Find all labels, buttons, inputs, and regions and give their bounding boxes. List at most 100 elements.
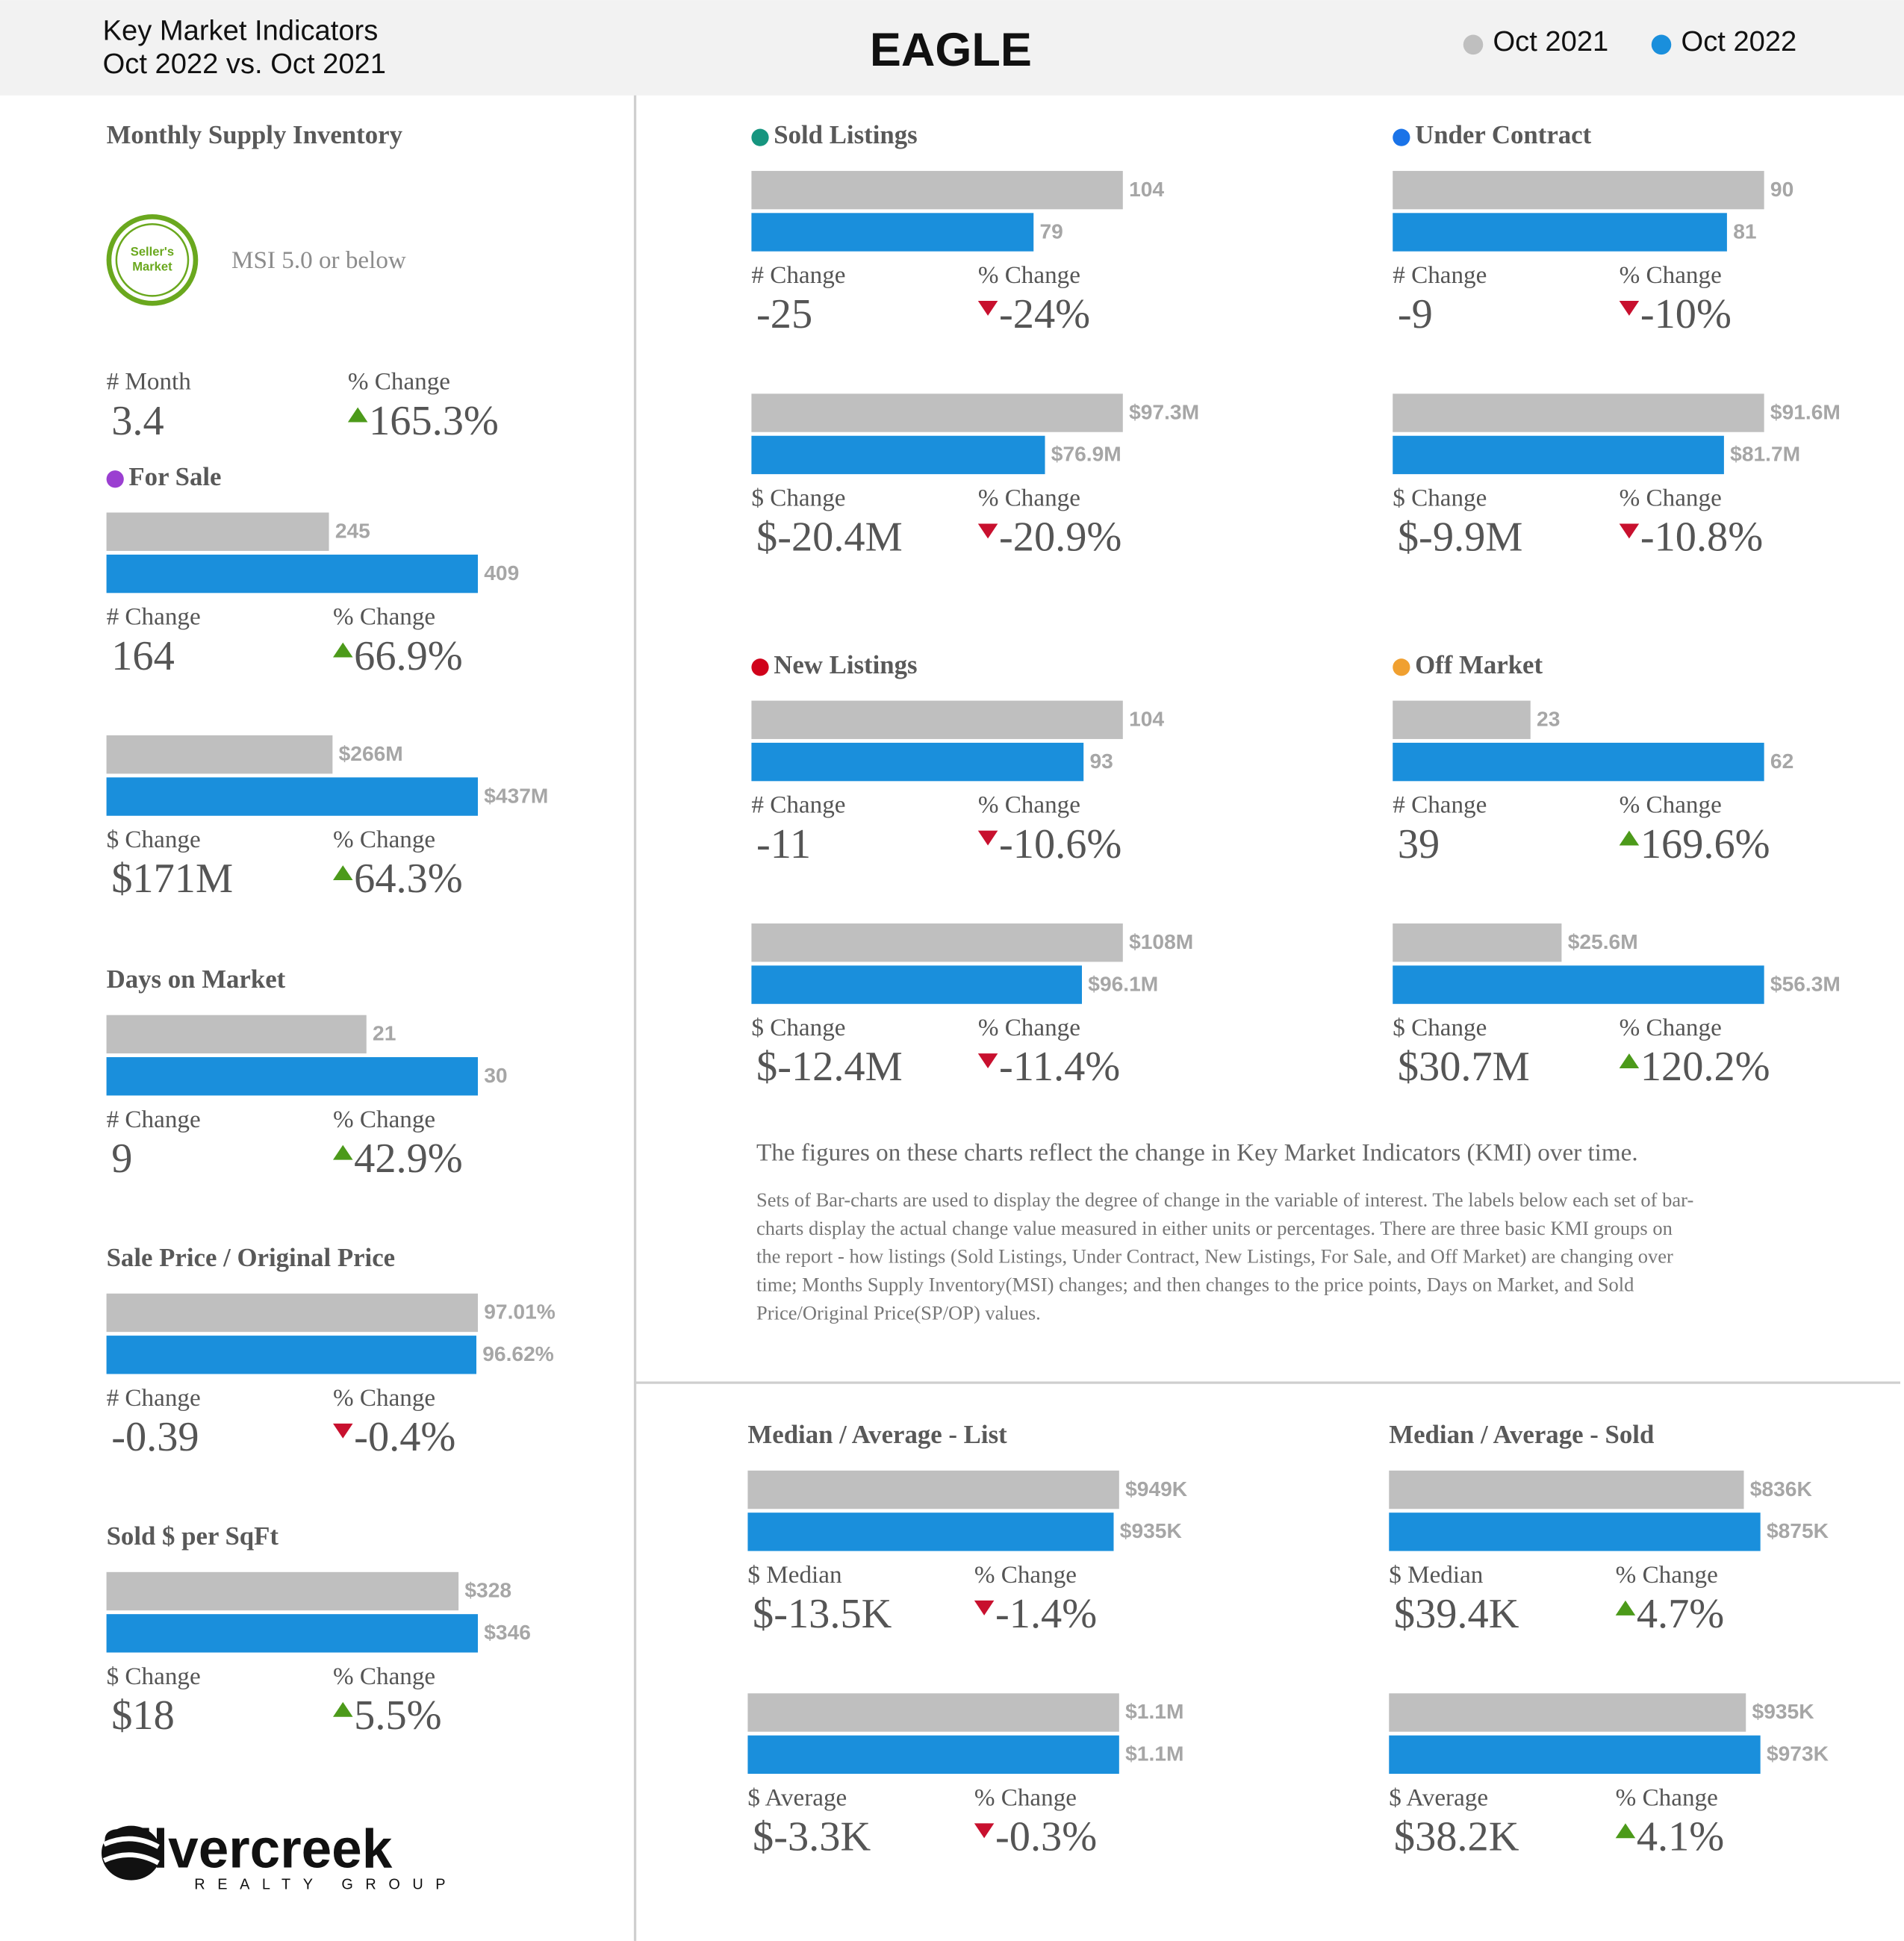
stat-value: -20.9% — [999, 514, 1121, 561]
change-arrow — [1619, 1053, 1640, 1068]
bar-label: $328 — [464, 1578, 511, 1602]
stat-value: 42.9% — [354, 1135, 463, 1182]
panel-dot — [751, 128, 769, 146]
stat-label: $ Change — [1393, 1014, 1487, 1041]
legend-dot — [1463, 34, 1484, 55]
bar-label: $935K — [1120, 1518, 1183, 1542]
msi-note: MSI 5.0 or below — [231, 246, 406, 274]
bar — [1393, 742, 1764, 782]
stat-label: $ Median — [747, 1561, 842, 1589]
header-bg — [0, 0, 1904, 96]
stat-value: 164 — [111, 633, 175, 679]
stat-label: % Change — [1616, 1561, 1718, 1589]
panel-dot — [1393, 128, 1410, 146]
change-arrow — [333, 1701, 353, 1717]
stat-value: $-12.4M — [756, 1044, 903, 1090]
stat-value: -0.4% — [354, 1414, 455, 1460]
panel-title: Days on Market — [107, 965, 286, 994]
change-arrow — [977, 301, 998, 316]
bar — [1393, 170, 1764, 210]
stat-label: % Change — [333, 1106, 435, 1133]
stat-value: 66.9% — [354, 633, 463, 679]
bar — [751, 700, 1123, 739]
bar — [1393, 213, 1727, 252]
bar-label: $25.6M — [1568, 929, 1638, 953]
bar-label: 245 — [335, 519, 370, 543]
stat-label: % Change — [978, 485, 1080, 512]
note-line: time; Months Supply Inventory(MSI) chang… — [756, 1274, 1634, 1296]
bar-label: 93 — [1089, 749, 1113, 773]
bar-label: $1.1M — [1125, 1742, 1183, 1766]
change-arrow — [977, 523, 998, 539]
stat-value: -0.3% — [995, 1814, 1097, 1860]
bar-label: $108M — [1129, 929, 1193, 953]
stat-value: $-13.5K — [753, 1591, 892, 1637]
stat-label: # Change — [1393, 791, 1487, 819]
bar-label: $81.7M — [1730, 442, 1800, 466]
bar-label: $1.1M — [1125, 1699, 1183, 1723]
bar-label: 23 — [1537, 707, 1560, 731]
stat-value: $38.2K — [1394, 1814, 1519, 1860]
bar-label: 79 — [1040, 219, 1063, 243]
stat-value: -10% — [1640, 291, 1732, 337]
bar — [1393, 965, 1764, 1004]
panel-title: Median / Average - Sold — [1389, 1420, 1654, 1449]
bar — [106, 554, 478, 593]
bar-label: $949K — [1125, 1477, 1188, 1501]
badge — [106, 214, 199, 306]
panel-dot — [106, 470, 124, 488]
stat-label: % Change — [1620, 791, 1722, 819]
note-line: the report - how listings (Sold Listings… — [756, 1245, 1673, 1268]
bar-label: 104 — [1129, 177, 1164, 201]
stat-label: % Change — [333, 1384, 435, 1412]
panel-title: Sold $ per SqFt — [107, 1521, 279, 1551]
bar — [751, 170, 1123, 210]
stat-value: $-9.9M — [1398, 514, 1523, 561]
bar-label: $973K — [1767, 1742, 1829, 1766]
panel-title: Off Market — [1415, 650, 1543, 679]
panel-dot — [1393, 658, 1410, 676]
stat-label: % Change — [348, 368, 450, 396]
stat-value: -1.4% — [995, 1591, 1097, 1637]
change-arrow — [333, 1423, 353, 1439]
stat-label: # Change — [751, 791, 845, 819]
bar-label: 104 — [1129, 707, 1164, 731]
stat-value: -0.39 — [111, 1414, 199, 1460]
change-arrow — [1619, 301, 1640, 316]
stat-label: $ Change — [107, 826, 201, 853]
stat-label: # Change — [107, 603, 201, 631]
badge-text: Seller's — [131, 245, 174, 259]
note-heading: The figures on these charts reflect the … — [756, 1139, 1638, 1167]
badge-ring — [115, 222, 190, 297]
bar-label: $346 — [484, 1620, 531, 1644]
bar-label: 409 — [484, 561, 519, 585]
panel-dot — [751, 658, 769, 676]
bar-label: $91.6M — [1770, 399, 1841, 423]
bar — [1389, 1693, 1746, 1732]
stat-label: # Change — [107, 1384, 201, 1412]
stat-value: $18 — [111, 1692, 175, 1739]
stat-value: 9 — [111, 1135, 132, 1182]
bar — [747, 1512, 1114, 1551]
stat-label: % Change — [978, 1014, 1080, 1041]
bar — [106, 735, 333, 774]
stat-label: % Change — [333, 1663, 435, 1690]
stat-value: 165.3% — [369, 398, 499, 444]
bar — [106, 1015, 367, 1054]
badge-text: Market — [132, 260, 172, 274]
stat-value: $171M — [111, 856, 233, 902]
change-arrow — [977, 830, 998, 846]
stat-label: % Change — [1616, 1783, 1718, 1811]
bar — [751, 393, 1123, 432]
bar — [106, 1293, 478, 1333]
stat-value: $30.7M — [1398, 1044, 1530, 1090]
stat-value: -10.8% — [1640, 514, 1763, 561]
stat-label: # Month — [107, 368, 192, 396]
change-arrow — [333, 642, 353, 658]
stat-label: # Change — [751, 261, 845, 289]
bar-label: 97.01% — [484, 1300, 556, 1324]
change-arrow — [333, 865, 353, 880]
stat-value: 4.7% — [1637, 1591, 1724, 1637]
bar — [1393, 393, 1764, 432]
legend-label: Oct 2022 — [1681, 25, 1797, 57]
